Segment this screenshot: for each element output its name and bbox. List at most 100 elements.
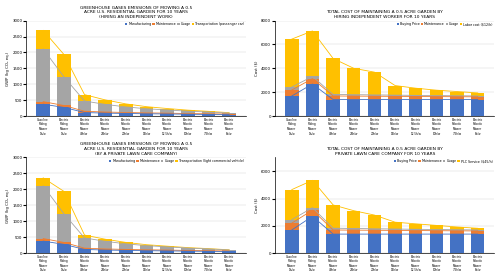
Bar — [140, 250, 153, 251]
Bar — [140, 107, 153, 109]
Bar — [98, 241, 112, 249]
Bar — [222, 115, 236, 116]
Bar — [471, 231, 484, 234]
Bar — [36, 239, 50, 241]
Bar — [57, 105, 70, 107]
Bar — [326, 205, 340, 228]
Bar — [388, 222, 402, 229]
Bar — [306, 31, 319, 76]
Bar — [57, 244, 70, 253]
Bar — [471, 228, 484, 230]
Bar — [450, 227, 464, 230]
Title: GREENHOUSE GASES EMISSIONS OF MOWING A 0.5
ACRE U.S. RESIDENTIAL GARDEN FOR 10 Y: GREENHOUSE GASES EMISSIONS OF MOWING A 0… — [80, 6, 192, 19]
Bar — [36, 104, 50, 116]
Bar — [388, 100, 402, 116]
Bar — [160, 113, 174, 114]
Bar — [78, 101, 91, 111]
Bar — [36, 102, 50, 104]
Title: TOTAL COST OF MAINTAINING A 0.5 ACRE GARDEN BY
HIRING INDEPENDENT WORKER FOR 10 : TOTAL COST OF MAINTAINING A 0.5 ACRE GAR… — [326, 10, 443, 19]
Bar — [57, 54, 70, 77]
Bar — [78, 95, 91, 101]
Bar — [78, 238, 91, 248]
Bar — [430, 231, 443, 234]
Y-axis label: GWP (kg CO₂ eq.): GWP (kg CO₂ eq.) — [6, 188, 10, 223]
Bar — [368, 72, 381, 95]
Bar — [78, 248, 91, 249]
Bar — [119, 104, 132, 107]
Bar — [119, 244, 132, 249]
Legend: Manufacturing, Maintenance, Usage, Transportation (passenger car): Manufacturing, Maintenance, Usage, Trans… — [125, 22, 244, 27]
Bar — [98, 249, 112, 250]
Bar — [181, 114, 194, 116]
Bar — [202, 112, 215, 114]
Bar — [471, 97, 484, 100]
Bar — [326, 58, 340, 95]
Bar — [409, 230, 422, 234]
Bar — [306, 210, 319, 216]
Bar — [430, 96, 443, 100]
Bar — [409, 96, 422, 100]
Bar — [181, 111, 194, 113]
Bar — [471, 230, 484, 231]
Legend: Buying Price, Maintenance, Usage, PLC Service ($45/h): Buying Price, Maintenance, Usage, PLC Se… — [394, 159, 493, 164]
Bar — [368, 215, 381, 229]
Bar — [36, 241, 50, 253]
Bar — [347, 68, 360, 95]
Bar — [306, 180, 319, 208]
Bar — [78, 249, 91, 253]
Bar — [160, 246, 174, 247]
Bar — [409, 224, 422, 229]
Bar — [326, 230, 340, 234]
Bar — [368, 100, 381, 116]
Bar — [450, 96, 464, 97]
Bar — [430, 225, 443, 230]
Bar — [450, 91, 464, 96]
Bar — [388, 95, 402, 96]
Bar — [326, 228, 340, 230]
Bar — [409, 95, 422, 96]
Bar — [285, 223, 298, 230]
Bar — [202, 251, 215, 253]
Bar — [450, 234, 464, 253]
Bar — [285, 87, 298, 90]
Bar — [368, 96, 381, 100]
Bar — [140, 246, 153, 250]
Bar — [160, 247, 174, 250]
Bar — [160, 110, 174, 113]
Bar — [222, 251, 236, 252]
Bar — [36, 49, 50, 102]
Bar — [409, 229, 422, 230]
Bar — [160, 251, 174, 253]
Bar — [368, 234, 381, 253]
Bar — [471, 93, 484, 96]
Bar — [347, 234, 360, 253]
Bar — [140, 245, 153, 246]
Bar — [306, 79, 319, 84]
Bar — [78, 113, 91, 116]
Bar — [140, 251, 153, 253]
Bar — [119, 242, 132, 244]
Bar — [140, 109, 153, 113]
Bar — [306, 208, 319, 210]
Bar — [347, 95, 360, 96]
Bar — [326, 100, 340, 116]
Bar — [285, 39, 298, 87]
Bar — [471, 96, 484, 97]
Bar — [98, 239, 112, 241]
Bar — [388, 96, 402, 100]
Bar — [140, 113, 153, 114]
Bar — [471, 100, 484, 116]
Bar — [222, 114, 236, 115]
Bar — [285, 190, 298, 220]
Y-axis label: Cost ($): Cost ($) — [254, 61, 258, 76]
Legend: Buying Price, Maintenance, Usage, Labor cost ($12/h): Buying Price, Maintenance, Usage, Labor … — [396, 22, 493, 27]
Bar — [181, 251, 194, 253]
Bar — [202, 249, 215, 251]
Bar — [98, 112, 112, 113]
Bar — [430, 230, 443, 231]
Bar — [326, 95, 340, 96]
Bar — [222, 113, 236, 114]
Bar — [36, 30, 50, 49]
Bar — [306, 76, 319, 79]
Bar — [368, 229, 381, 230]
